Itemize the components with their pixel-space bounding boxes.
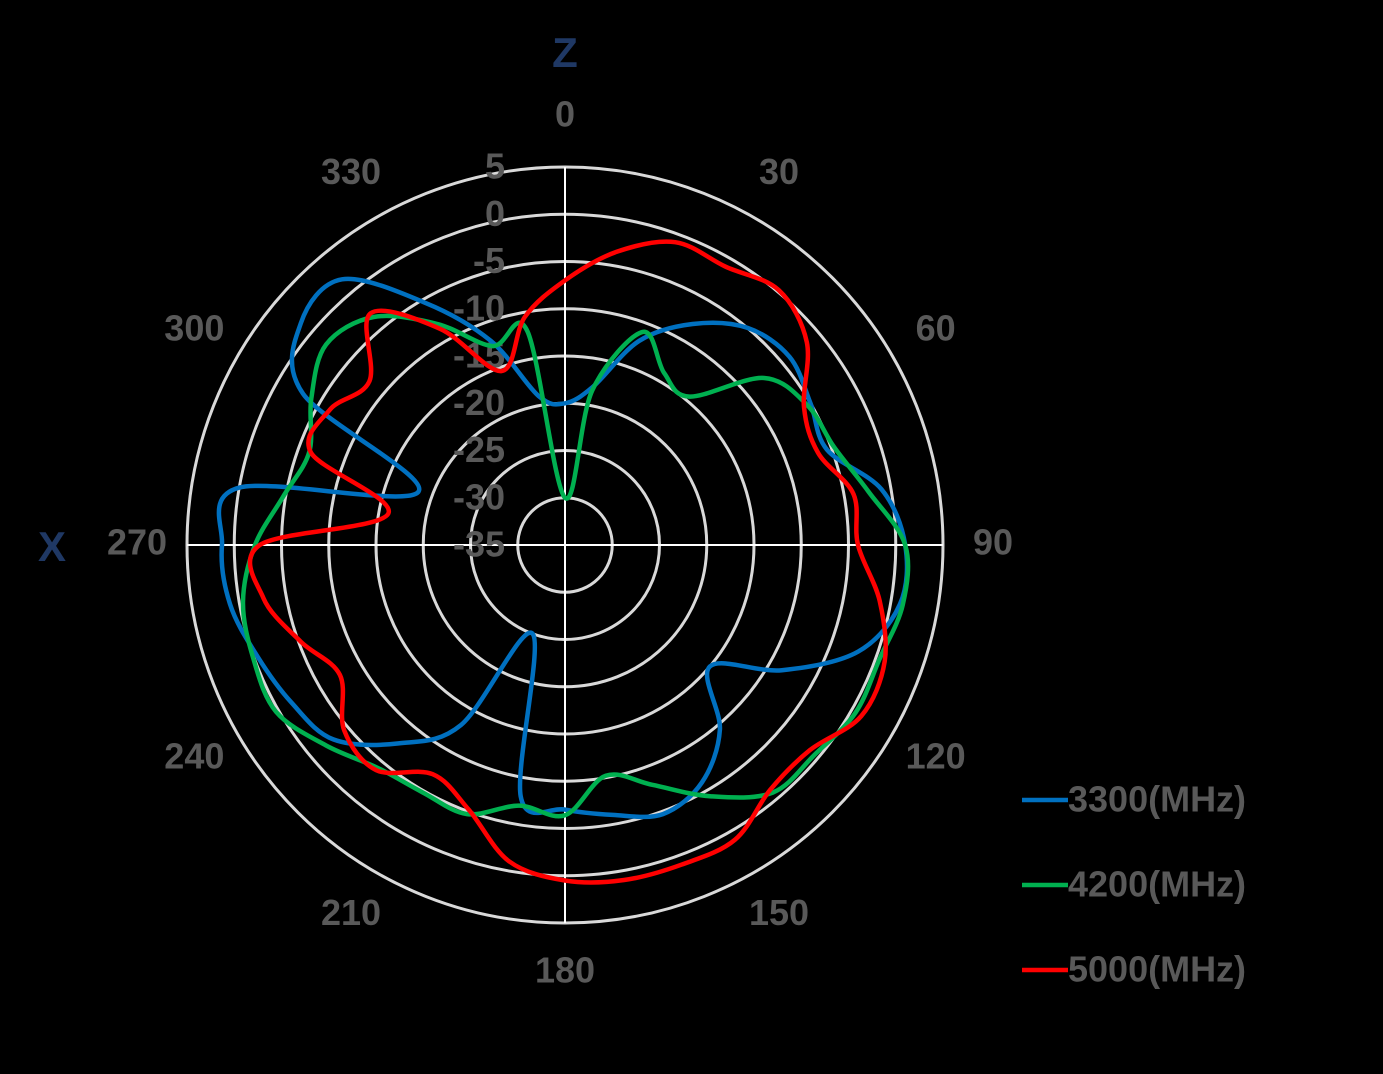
radial-tick-label: -5 xyxy=(473,240,505,281)
angle-label: 90 xyxy=(973,522,1013,563)
legend-label: 5000(MHz) xyxy=(1068,949,1246,990)
series-line xyxy=(216,276,910,820)
angle-label: 30 xyxy=(759,151,799,192)
series-line xyxy=(240,313,911,819)
radial-tick-label: -30 xyxy=(453,476,505,517)
radial-tick-label: -20 xyxy=(453,382,505,423)
angle-label: 210 xyxy=(321,892,381,933)
angle-label: 120 xyxy=(906,736,966,777)
angle-label: 150 xyxy=(749,892,809,933)
angle-label: 0 xyxy=(555,94,575,135)
angle-label: 330 xyxy=(321,151,381,192)
left-axis-label: X xyxy=(38,523,66,570)
radial-tick-label: -35 xyxy=(453,524,505,565)
angle-label: 300 xyxy=(164,308,224,349)
legend-label: 3300(MHz) xyxy=(1068,779,1246,820)
radial-tick-label: 0 xyxy=(485,193,505,234)
angle-label: 240 xyxy=(164,736,224,777)
legend-label: 4200(MHz) xyxy=(1068,864,1246,905)
angle-label: 270 xyxy=(107,522,167,563)
angle-label: 180 xyxy=(535,950,595,991)
top-axis-label: Z xyxy=(552,29,578,76)
angle-label: 60 xyxy=(916,308,956,349)
series-line xyxy=(247,239,889,885)
radial-tick-label: 5 xyxy=(485,146,505,187)
radial-tick-label: -25 xyxy=(453,429,505,470)
